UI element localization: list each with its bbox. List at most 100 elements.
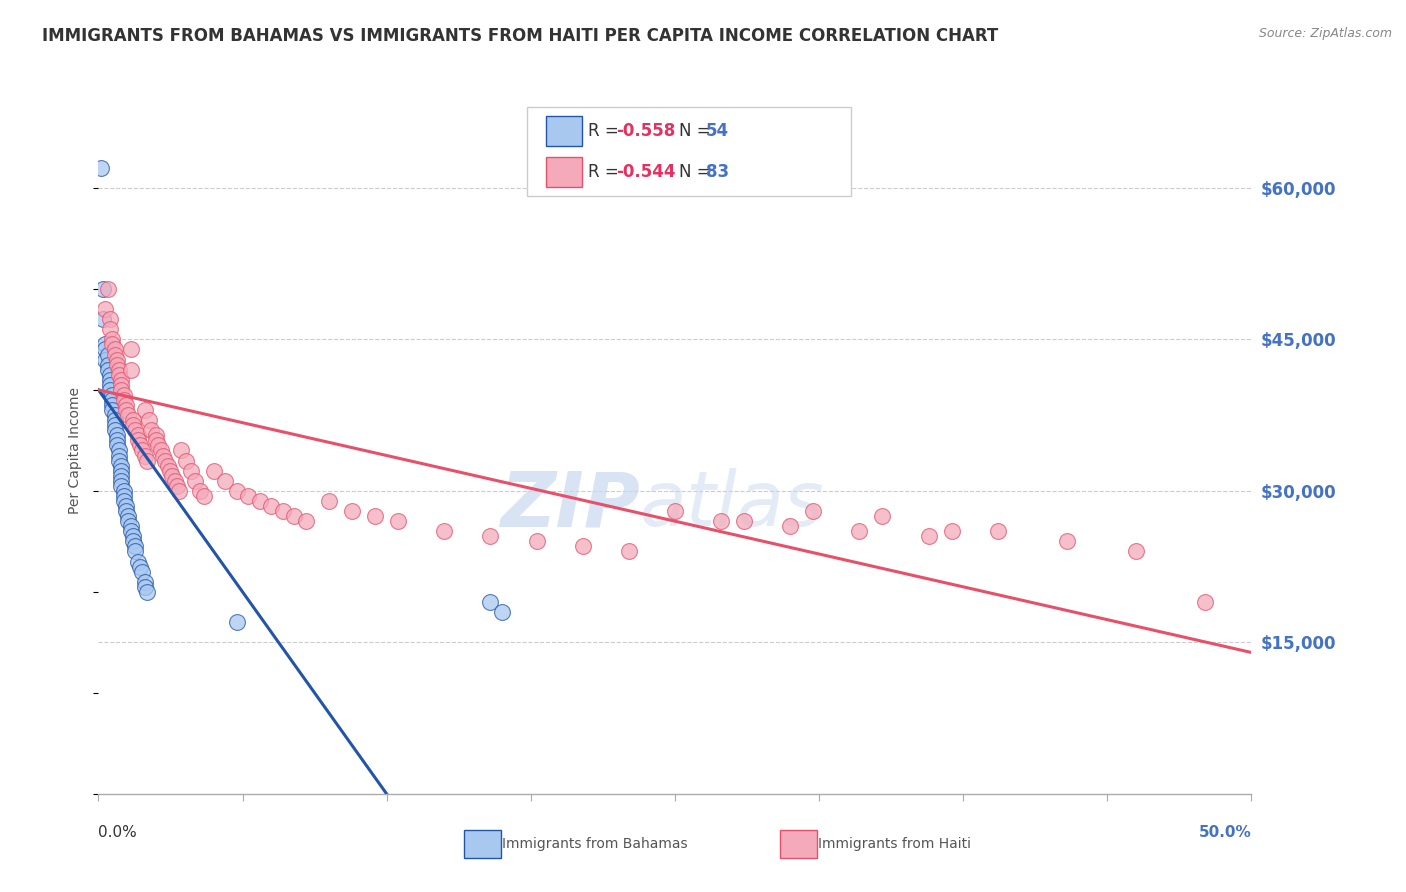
Point <box>108 443 131 458</box>
Point <box>526 534 548 549</box>
Point <box>105 438 128 452</box>
Point <box>340 504 363 518</box>
Point <box>180 464 202 478</box>
Point <box>134 580 156 594</box>
Point <box>138 413 160 427</box>
Point <box>225 615 247 630</box>
Text: R =: R = <box>588 163 624 181</box>
Point <box>166 479 188 493</box>
Text: Immigrants from Haiti: Immigrants from Haiti <box>818 837 972 851</box>
Point <box>664 504 686 518</box>
Point <box>127 555 149 569</box>
Point <box>149 443 172 458</box>
Text: 83: 83 <box>706 163 728 181</box>
Text: 50.0%: 50.0% <box>1198 825 1251 840</box>
Point <box>120 519 142 533</box>
Point <box>103 413 125 427</box>
Point <box>134 449 156 463</box>
Point <box>98 312 121 326</box>
Point <box>110 377 132 392</box>
Text: ZIP: ZIP <box>501 468 640 542</box>
Text: N =: N = <box>679 163 716 181</box>
Point <box>479 595 502 609</box>
Point <box>112 489 135 503</box>
Point <box>103 423 125 437</box>
Text: atlas: atlas <box>640 468 825 542</box>
Point <box>94 352 117 367</box>
Point <box>120 343 142 357</box>
Point <box>98 368 121 382</box>
Point <box>193 489 215 503</box>
Point <box>94 301 117 316</box>
Point <box>129 559 152 574</box>
Point <box>101 398 124 412</box>
Point <box>110 464 132 478</box>
Point <box>571 540 593 554</box>
Point <box>112 483 135 498</box>
Point <box>122 529 145 543</box>
Point <box>1056 534 1078 549</box>
Point <box>103 418 125 433</box>
Point <box>91 312 114 326</box>
Point <box>134 403 156 417</box>
Point <box>101 388 124 402</box>
Point <box>103 347 125 361</box>
Point <box>108 453 131 467</box>
Point <box>90 161 112 175</box>
Point <box>479 529 502 543</box>
Point <box>156 458 179 473</box>
Point <box>135 453 157 467</box>
Point <box>120 524 142 539</box>
Point <box>97 282 120 296</box>
Point <box>127 434 149 448</box>
Point <box>117 514 139 528</box>
Point <box>160 468 183 483</box>
Point <box>318 494 340 508</box>
Point <box>110 458 132 473</box>
Point <box>710 514 733 528</box>
Text: -0.544: -0.544 <box>616 163 675 181</box>
Point <box>124 423 146 437</box>
Point <box>103 408 125 422</box>
Point <box>97 358 120 372</box>
Text: -0.558: -0.558 <box>616 122 675 140</box>
Point <box>105 434 128 448</box>
Text: Source: ZipAtlas.com: Source: ZipAtlas.com <box>1258 27 1392 40</box>
Point <box>617 544 640 558</box>
Point <box>145 428 167 442</box>
Point <box>733 514 755 528</box>
Point <box>112 388 135 402</box>
Text: 0.0%: 0.0% <box>98 825 138 840</box>
Point <box>115 398 138 412</box>
Point <box>122 413 145 427</box>
Point <box>110 468 132 483</box>
Point <box>124 544 146 558</box>
Point <box>98 373 121 387</box>
Point <box>105 428 128 442</box>
Point <box>260 499 283 513</box>
Point <box>122 418 145 433</box>
Point <box>214 474 236 488</box>
Point <box>387 514 409 528</box>
Point <box>98 322 121 336</box>
Point <box>108 362 131 376</box>
Point <box>917 529 939 543</box>
Point <box>491 605 513 619</box>
Point <box>202 464 225 478</box>
Point <box>1125 544 1147 558</box>
Point <box>112 494 135 508</box>
Point <box>167 483 190 498</box>
Point <box>108 449 131 463</box>
Point <box>105 352 128 367</box>
Text: N =: N = <box>679 122 716 140</box>
Point <box>122 534 145 549</box>
Point <box>127 428 149 442</box>
Point <box>163 474 186 488</box>
Point <box>110 479 132 493</box>
Point <box>148 438 170 452</box>
Point <box>98 383 121 397</box>
Point <box>94 343 117 357</box>
Point <box>225 483 247 498</box>
Point <box>155 453 177 467</box>
Point <box>115 499 138 513</box>
